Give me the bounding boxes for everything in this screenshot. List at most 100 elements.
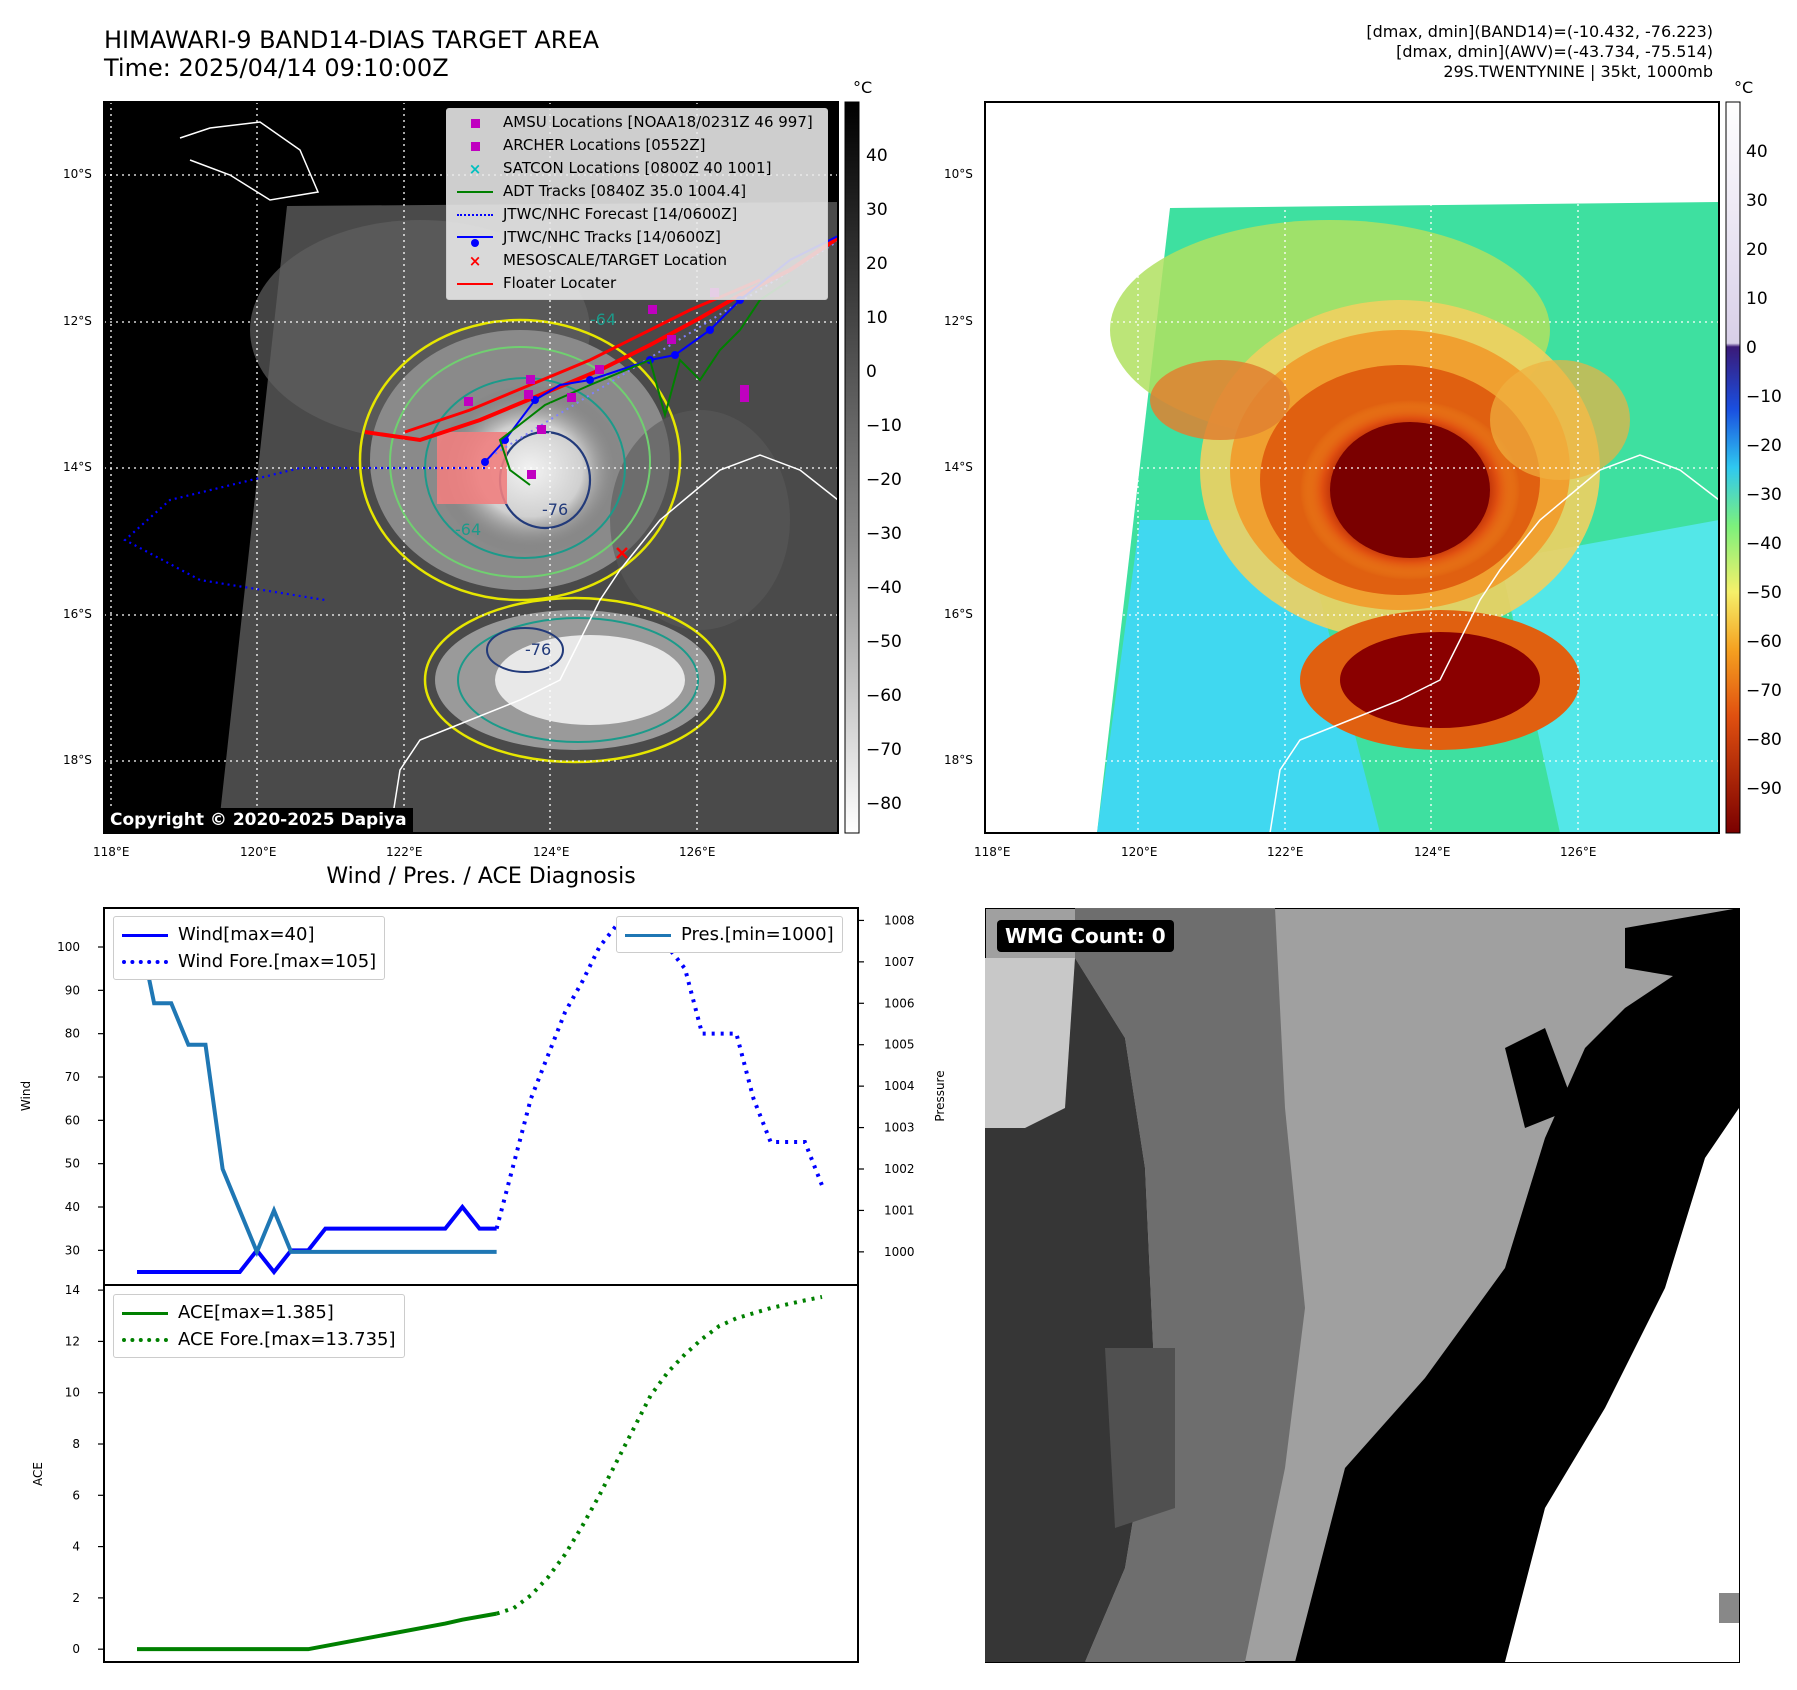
- wmg-panel: [985, 908, 1740, 1663]
- ace-ytick-label: 2: [72, 1591, 80, 1605]
- ir-legend: AMSU Locations [NOAA18/0231Z 46 997] ARCH…: [446, 108, 828, 300]
- ace-ytick-label: 12: [65, 1334, 80, 1348]
- ir-colorbar-tick: 0: [866, 362, 877, 382]
- info-line2: [dmax, dmin](AWV)=(-43.734, -75.514): [1396, 42, 1713, 61]
- awv-map-frame: [984, 101, 1720, 834]
- ace-ytick-label: 10: [65, 1386, 80, 1400]
- pressure-ylabel: Pressure: [933, 1070, 947, 1121]
- ace-fore-legend-label: ACE Fore.[max=13.735]: [178, 1329, 396, 1350]
- awv-colorbar-tick: −30: [1746, 485, 1782, 505]
- ace-ytick-label: 0: [72, 1642, 80, 1656]
- wind-series-line: [135, 920, 497, 1258]
- ir-imagery: -64 -64 -76 -76: [104, 102, 838, 833]
- ir-legend-label: ADT Tracks [0840Z 35.0 1004.4]: [503, 182, 747, 200]
- wind-ytick-label: 80: [65, 1027, 80, 1041]
- wind-ytick-label: 60: [65, 1113, 80, 1127]
- ir-colorbar-tick: 40: [866, 146, 888, 166]
- ir-legend-label: MESOSCALE/TARGET Location: [503, 251, 728, 269]
- ir-map-frame: [103, 101, 839, 834]
- pressure-legend: Pres.[min=1000]: [616, 916, 843, 953]
- ir-colorbar-tick: −70: [866, 740, 902, 760]
- diagnosis-chart: 3040506070809010010001001100210031004100…: [19, 907, 947, 1663]
- wind-legend: Wind[max=40] Wind Fore.[max=105]: [113, 916, 386, 980]
- awv-colorbar-tick: −70: [1746, 681, 1782, 701]
- legend-ace-swatch: [122, 1311, 168, 1315]
- ir-legend-swatch: [457, 235, 493, 247]
- page-title-line1: HIMAWARI-9 BAND14-DIAS TARGET AREA: [104, 26, 600, 54]
- ir-colorbar-tick: −10: [866, 416, 902, 436]
- awv-colorbar-tick: −20: [1746, 436, 1782, 456]
- ir-colorbar-tick: −20: [866, 470, 902, 490]
- ace-ylabel: ACE: [31, 1462, 45, 1486]
- awv-colorbar-tick: −10: [1746, 387, 1782, 407]
- info-line1: [dmax, dmin](BAND14)=(-10.432, -76.223): [1366, 22, 1713, 41]
- awv-colorbar-tick: 30: [1746, 191, 1768, 211]
- wmg-count-label: WMG Count: 0: [997, 920, 1174, 952]
- ir-legend-label: AMSU Locations [NOAA18/0231Z 46 997]: [503, 113, 813, 131]
- ir-colorbar-tick: 30: [866, 200, 888, 220]
- ir-colorbar-tick: −60: [866, 686, 902, 706]
- ir-legend-swatch: ×: [468, 159, 482, 178]
- wind-ytick-label: 70: [65, 1070, 80, 1084]
- legend-ace-fore-swatch: [122, 1338, 168, 1342]
- wind-ytick-label: 50: [65, 1157, 80, 1171]
- ace-legend: ACE[max=1.385] ACE Fore.[max=13.735]: [113, 1294, 405, 1358]
- wind-legend-label: Wind[max=40]: [178, 924, 315, 945]
- pressure-ytick-label: 1008: [884, 913, 915, 927]
- wind-ytick-label: 40: [65, 1200, 80, 1214]
- awv-colorbar-tick: −90: [1746, 779, 1782, 799]
- ir-legend-label: ARCHER Locations [0552Z]: [503, 136, 706, 154]
- awv-imagery: [985, 102, 1719, 833]
- ir-colorbar-tick: −50: [866, 632, 902, 652]
- awv-colorbar-tick: 40: [1746, 142, 1768, 162]
- ir-colorbar: [844, 101, 860, 834]
- ace-series-line: [496, 1294, 823, 1616]
- ir-colorbar-unit: °C: [853, 78, 873, 97]
- ir-legend-item: ARCHER Locations [0552Z]: [457, 136, 706, 155]
- ir-legend-item: Floater Locater: [457, 274, 616, 292]
- contour-label-4: -76: [525, 640, 551, 659]
- ir-legend-item: × SATCON Locations [0800Z 40 1001]: [457, 159, 772, 178]
- legend-solid-swatch: [122, 933, 168, 937]
- ace-legend-label: ACE[max=1.385]: [178, 1302, 334, 1323]
- wind-fore-legend-row: Wind Fore.[max=105]: [122, 948, 376, 975]
- pressure-ytick-label: 1002: [884, 1162, 915, 1176]
- legend-pressure-swatch: [625, 933, 671, 937]
- pressure-ytick-label: 1000: [884, 1245, 915, 1259]
- pressure-legend-label: Pres.[min=1000]: [681, 924, 834, 945]
- ace-ytick-label: 6: [72, 1488, 80, 1502]
- wind-ytick-label: 90: [65, 983, 80, 997]
- ir-legend-item: × MESOSCALE/TARGET Location: [457, 251, 727, 270]
- pressure-ytick-label: 1004: [884, 1079, 915, 1093]
- pressure-ytick-label: 1006: [884, 996, 915, 1010]
- diagnosis-title: Wind / Pres. / ACE Diagnosis: [326, 864, 636, 889]
- copyright-label: Copyright © 2020-2025 Dapiya: [104, 808, 413, 832]
- ir-legend-label: JTWC/NHC Tracks [14/0600Z]: [503, 228, 721, 246]
- ace-ytick-label: 8: [72, 1437, 80, 1451]
- pressure-ytick-label: 1005: [884, 1038, 915, 1052]
- ir-legend-label: Floater Locater: [503, 274, 617, 292]
- ir-legend-item: ADT Tracks [0840Z 35.0 1004.4]: [457, 182, 746, 200]
- ir-colorbar-tick: −30: [866, 524, 902, 544]
- awv-colorbar: [1725, 101, 1741, 834]
- wind-legend-row: Wind[max=40]: [122, 921, 376, 948]
- awv-colorbar-tick: 10: [1746, 289, 1768, 309]
- ace-layer: 0 2 4 6 8 10 12 14: [65, 1283, 823, 1656]
- page-title-line2: Time: 2025/04/14 09:10:00Z: [104, 54, 449, 82]
- ace-ytick-label: 14: [65, 1283, 80, 1297]
- wind-layer: 30 40 50 60 70 80 90 100 1000 1001 1002 1003 1004 100…: [57, 913, 915, 1276]
- awv-colorbar-tick: 0: [1746, 338, 1757, 358]
- ace-ytick-label: 4: [72, 1540, 80, 1554]
- info-line3: 29S.TWENTYNINE | 35kt, 1000mb: [1443, 62, 1713, 81]
- ace-series-line: [137, 1611, 497, 1652]
- contour-label-3: -76: [542, 500, 568, 519]
- ir-legend-swatch: ×: [468, 251, 482, 270]
- ir-colorbar-tick: −40: [866, 578, 902, 598]
- ir-legend-label: JTWC/NHC Forecast [14/0600Z]: [503, 205, 738, 223]
- ir-legend-item: JTWC/NHC Tracks [14/0600Z]: [457, 228, 721, 247]
- wind-fore-legend-label: Wind Fore.[max=105]: [178, 951, 377, 972]
- contour-label-1: -64: [590, 310, 616, 329]
- info-block: [dmax, dmin](BAND14)=(-10.432, -76.223) …: [1366, 22, 1713, 82]
- ir-colorbar-tick: −80: [866, 794, 902, 814]
- awv-colorbar-tick: −60: [1746, 632, 1782, 652]
